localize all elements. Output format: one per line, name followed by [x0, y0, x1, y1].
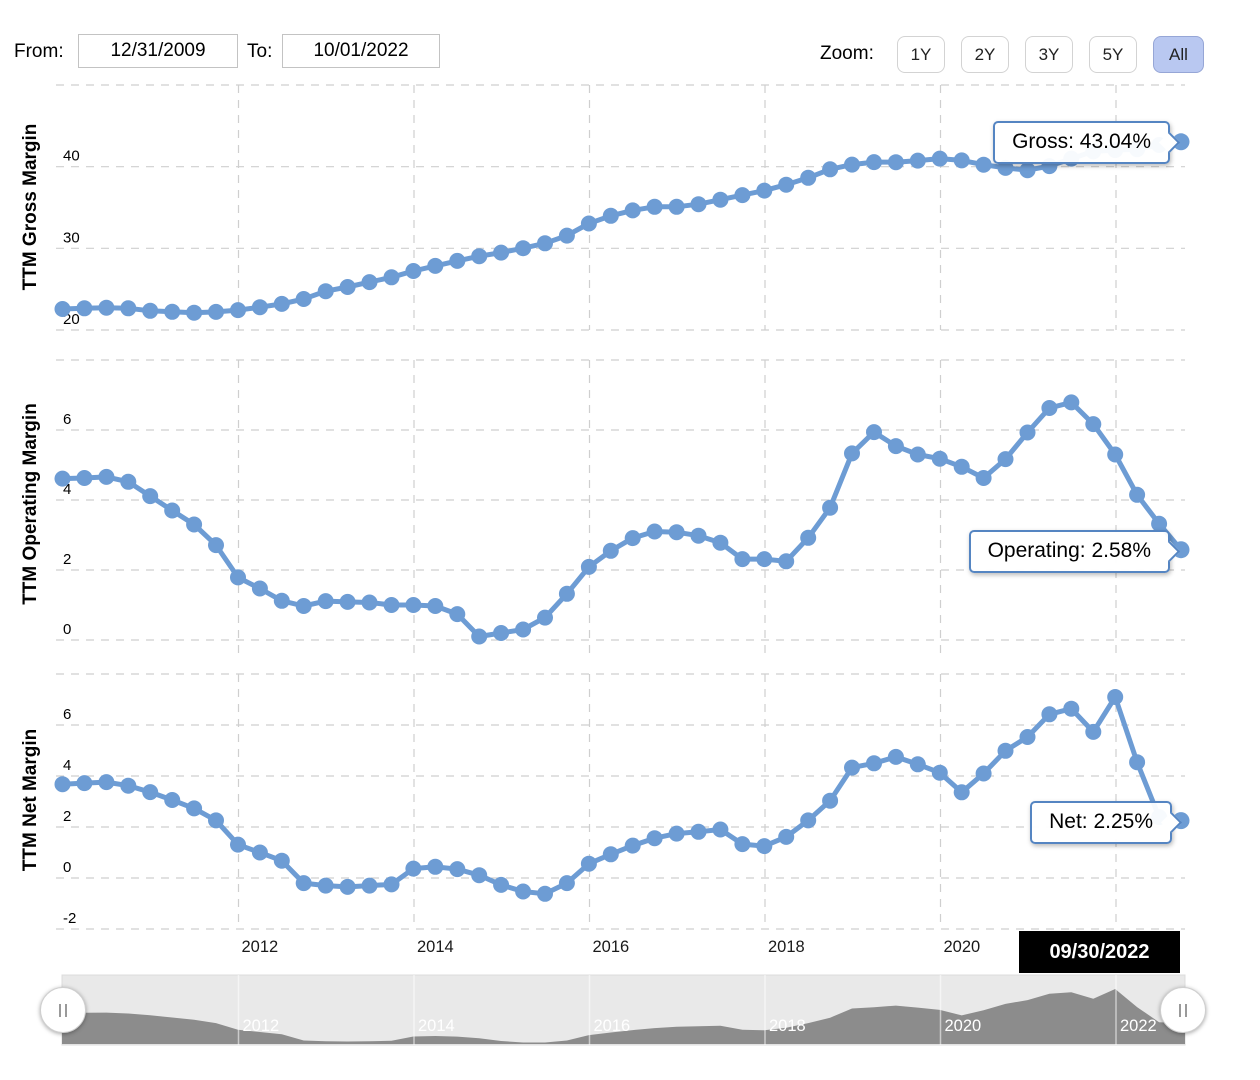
zoom-button-3y[interactable]: 3Y	[1025, 36, 1073, 73]
zoom-button-group: 1Y 2Y 3Y 5Y All	[897, 36, 1204, 73]
y-tick-label: 6	[63, 411, 71, 428]
from-label: From:	[14, 41, 64, 62]
zoom-range-label: Zoom:	[820, 43, 874, 64]
series-points-2[interactable]	[54, 689, 1190, 902]
navigator-area	[62, 989, 1185, 1044]
series-line-0	[60, 139, 1184, 316]
navigator-year-label: 2022	[1120, 1017, 1157, 1035]
x-axis-label: 2014	[417, 938, 454, 956]
series-points-1[interactable]	[54, 394, 1190, 645]
x-axis-label: 2012	[242, 938, 279, 956]
y-tick-label: 40	[63, 148, 80, 165]
y-axis-title-net-margin: TTM Net Margin	[20, 728, 41, 872]
from-date-input[interactable]	[78, 34, 238, 68]
zoom-button-2y[interactable]: 2Y	[961, 36, 1009, 73]
navigator-year-label: 2014	[418, 1017, 455, 1035]
y-tick-label: 2	[63, 808, 71, 825]
tooltip-operating-margin: Operating: 2.58%	[968, 530, 1181, 573]
y-tick-label: 4	[63, 757, 71, 774]
y-tick-label: 30	[63, 229, 80, 246]
y-tick-label: 6	[63, 706, 71, 723]
y-axis-title-operating-margin: TTM Operating Margin	[20, 403, 41, 605]
panel-2: -2 0 2 4 6	[54, 673, 1190, 930]
y-tick-label: 4	[63, 481, 71, 498]
y-axis-title-gross-margin: TTM Gross Margin	[20, 123, 41, 291]
series-line-2	[60, 694, 1184, 897]
navigator[interactable]: 2012 2014 2016 2018 2020 2022	[61, 974, 1186, 1046]
x-axis-label: 2020	[944, 938, 981, 956]
y-tick-label: 2	[63, 551, 71, 568]
navigator-right-handle[interactable]	[1160, 987, 1206, 1033]
navigator-year-label: 2020	[945, 1017, 982, 1035]
zoom-button-5y[interactable]: 5Y	[1089, 36, 1137, 73]
crosshair-date-label: 09/30/2022	[1019, 931, 1180, 973]
navigator-year-label: 2012	[243, 1017, 280, 1035]
zoom-button-1y[interactable]: 1Y	[897, 36, 945, 73]
to-date-input[interactable]	[282, 34, 440, 68]
tooltip-operating-text: Operating: 2.58%	[987, 539, 1151, 562]
y-tick-label: -2	[63, 910, 76, 927]
x-axis-label: 2018	[768, 938, 805, 956]
tooltip-gross-margin: Gross: 43.04%	[993, 121, 1181, 164]
tooltip-gross-text: Gross: 43.04%	[1012, 130, 1151, 153]
tooltip-net-text: Net: 2.25%	[1049, 810, 1153, 833]
tooltip-net-margin: Net: 2.25%	[1030, 801, 1183, 844]
panel-1: 0 2 4 6	[54, 359, 1190, 653]
y-tick-label: 0	[63, 859, 71, 876]
navigator-year-label: 2018	[769, 1017, 806, 1035]
to-label: To:	[247, 41, 273, 62]
y-tick-label: 0	[63, 621, 71, 638]
zoom-button-all[interactable]: All	[1153, 36, 1204, 73]
navigator-left-handle[interactable]	[40, 987, 86, 1033]
x-axis-label: 2016	[593, 938, 630, 956]
navigator-year-label: 2016	[594, 1017, 631, 1035]
series-line-1	[60, 399, 1184, 639]
